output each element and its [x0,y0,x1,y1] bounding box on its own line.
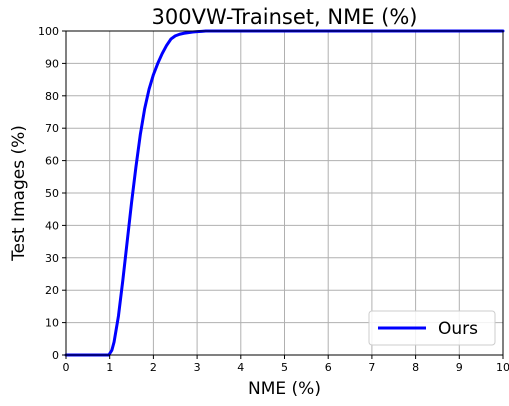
x-tick-label: 2 [150,361,157,374]
y-tick-label: 40 [45,219,59,232]
x-tick-label: 6 [325,361,332,374]
legend: Ours [368,310,496,346]
chart-title: 300VW-Trainset, NME (%) [152,5,418,29]
y-tick-label: 0 [52,349,59,362]
x-tick-label: 0 [63,361,70,374]
x-tick-label: 1 [106,361,113,374]
y-tick-label: 80 [45,90,59,103]
y-tick-label: 60 [45,155,59,168]
x-tick-label: 4 [237,361,244,374]
y-tick-label: 50 [45,187,59,200]
x-tick-label: 8 [412,361,419,374]
x-axis-label: NME (%) [248,379,321,399]
x-tick-label: 7 [368,361,375,374]
y-tick-label: 30 [45,252,59,265]
x-tick-label: 3 [194,361,201,374]
y-tick-label: 20 [45,284,59,297]
x-tick-label: 10 [496,361,509,374]
legend-label-ours: Ours [438,319,478,339]
y-tick-label: 90 [45,57,59,70]
y-tick-label: 100 [38,25,59,38]
x-tick-label: 9 [456,361,463,374]
y-tick-label: 70 [45,122,59,135]
y-tick-label: 10 [45,317,59,330]
legend-box [368,310,496,346]
x-tick-label: 5 [281,361,288,374]
y-axis-label: Test Images (%) [9,125,29,262]
